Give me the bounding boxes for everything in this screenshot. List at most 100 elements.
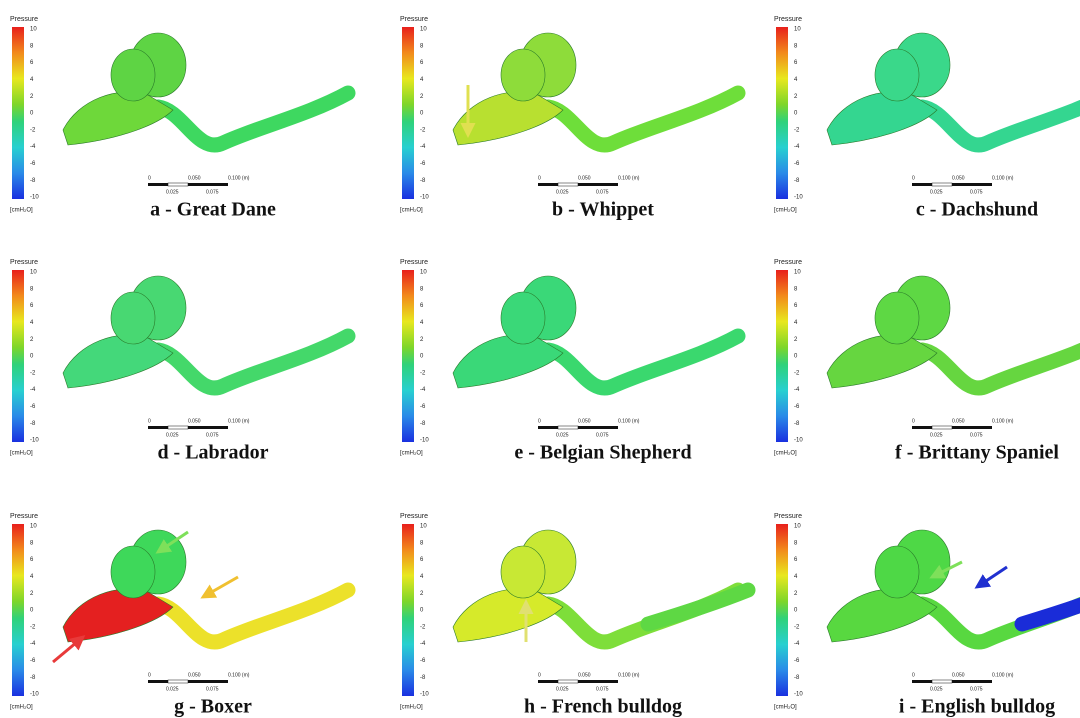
colorbar-tick: -6 xyxy=(794,161,800,167)
scale-sublabel: 0.075 xyxy=(596,432,609,438)
sinus xyxy=(874,48,920,102)
colorbar-tick: -4 xyxy=(794,144,800,150)
colorbar-unit: [cmH₂O] xyxy=(400,705,423,711)
colorbar-tick: 4 xyxy=(420,574,424,580)
scale-label: 0 xyxy=(538,175,541,181)
colorbar-tick: 2 xyxy=(30,337,34,343)
colorbar-tick: -8 xyxy=(794,178,800,184)
nasal-cavity xyxy=(826,588,938,643)
scale-label: 0.050 xyxy=(952,672,965,678)
scale-label: 0 xyxy=(148,418,151,424)
colorbar-unit: [cmH₂O] xyxy=(774,451,797,457)
colorbar-tick: -8 xyxy=(794,675,800,681)
colorbar-title: Pressure xyxy=(10,16,38,23)
airway-tube xyxy=(150,328,356,396)
scale-label: 0.100 (m) xyxy=(992,672,1014,678)
colorbar-tick: 4 xyxy=(30,77,34,83)
colorbar-tick: 2 xyxy=(794,337,798,343)
colorbar-tick: 2 xyxy=(420,591,424,597)
nasal-cavity xyxy=(826,91,938,146)
colorbar-unit: [cmH₂O] xyxy=(400,208,423,214)
colorbar-tick: 4 xyxy=(794,77,798,83)
airway-tube-distal xyxy=(640,582,756,632)
colorbar-tick: 4 xyxy=(30,320,34,326)
airway-tube-distal xyxy=(1014,597,1080,632)
scale-label: 0.100 (m) xyxy=(618,175,640,181)
colorbar-tick: 0 xyxy=(794,354,798,360)
colorbar-tick: 6 xyxy=(794,303,798,309)
scale-sublabel: 0.025 xyxy=(930,189,943,195)
colorbar-tick: 8 xyxy=(420,286,424,292)
colorbar-tick: -2 xyxy=(420,624,426,630)
colorbar-tick: 8 xyxy=(420,540,424,546)
colorbar-title: Pressure xyxy=(774,259,802,266)
nasal-cavity xyxy=(62,91,174,146)
colorbar-tick: -10 xyxy=(794,438,803,444)
scale-label: 0 xyxy=(912,672,915,678)
colorbar-tick: -8 xyxy=(420,675,426,681)
panel-label: d - Labrador xyxy=(157,442,268,464)
colorbar-tick: 10 xyxy=(794,524,801,530)
colorbar-tick: -10 xyxy=(794,692,803,698)
colorbar-tick: 6 xyxy=(420,303,424,309)
colorbar-tick: 6 xyxy=(30,60,34,66)
scale-label: 0.050 xyxy=(578,672,591,678)
scale-label: 0.050 xyxy=(188,175,201,181)
airway-tube xyxy=(914,342,1080,396)
colorbar-tick: -4 xyxy=(30,144,36,150)
scale-bar-gap xyxy=(931,679,953,684)
colorbar-tick: 8 xyxy=(794,286,798,292)
arrow xyxy=(52,635,86,664)
scale-label: 0.050 xyxy=(952,418,965,424)
colorbar-tick: 10 xyxy=(794,270,801,276)
scale-bar-gap xyxy=(931,182,953,187)
arrow xyxy=(155,530,189,554)
sinus xyxy=(110,291,156,345)
colorbar-tick: -4 xyxy=(420,144,426,150)
scale-bar-gap xyxy=(167,182,189,187)
scale-label: 0 xyxy=(538,418,541,424)
colorbar-tick: -2 xyxy=(794,624,800,630)
colorbar-tick: 10 xyxy=(30,270,37,276)
colorbar-tick: -4 xyxy=(420,641,426,647)
colorbar-tick: -10 xyxy=(30,692,39,698)
colorbar-title: Pressure xyxy=(774,513,802,520)
scale-sublabel: 0.025 xyxy=(556,189,569,195)
colorbar-tick: -2 xyxy=(794,370,800,376)
colorbar-tick: -4 xyxy=(30,641,36,647)
colorbar-tick: -10 xyxy=(420,692,429,698)
scale-label: 0.050 xyxy=(188,418,201,424)
sinus xyxy=(500,545,546,599)
colorbar-tick: 8 xyxy=(30,43,34,49)
colorbar-tick: -6 xyxy=(420,404,426,410)
scale-sublabel: 0.075 xyxy=(206,686,219,692)
scale-bar-gap xyxy=(557,679,579,684)
panel-label: c - Dachshund xyxy=(916,199,1038,221)
sinus xyxy=(874,545,920,599)
sinus xyxy=(110,545,156,599)
colorbar-tick: 4 xyxy=(794,320,798,326)
colorbar-tick: 2 xyxy=(420,94,424,100)
colorbar-tick: -10 xyxy=(30,438,39,444)
scale-label: 0.050 xyxy=(578,418,591,424)
colorbar-tick: 2 xyxy=(30,94,34,100)
scale-label: 0.100 (m) xyxy=(618,418,640,424)
nasal-cavity xyxy=(826,334,938,389)
colorbar-tick: -6 xyxy=(30,404,36,410)
airway-tube xyxy=(540,85,746,153)
scale-label: 0.050 xyxy=(188,672,201,678)
colorbar-title: Pressure xyxy=(774,16,802,23)
colorbar-tick: 8 xyxy=(420,43,424,49)
colorbar-title: Pressure xyxy=(400,16,428,23)
colorbar-tick: 0 xyxy=(30,608,34,614)
scale-label: 0 xyxy=(912,175,915,181)
panel-label: e - Belgian Shepherd xyxy=(514,442,691,464)
scale-sublabel: 0.075 xyxy=(596,189,609,195)
panel-label: i - English bulldog xyxy=(899,696,1055,718)
nasal-cavity xyxy=(62,588,174,643)
colorbar-tick: 8 xyxy=(30,540,34,546)
nasal-cavity xyxy=(452,588,564,643)
airway-tube xyxy=(914,99,1080,153)
panel-label: g - Boxer xyxy=(174,696,252,718)
panel: Pressure 10 8 6 4 2 0 -2 -4 -6 -8 -10 [cmH₂O] 0 0.050 0… xyxy=(400,16,746,221)
